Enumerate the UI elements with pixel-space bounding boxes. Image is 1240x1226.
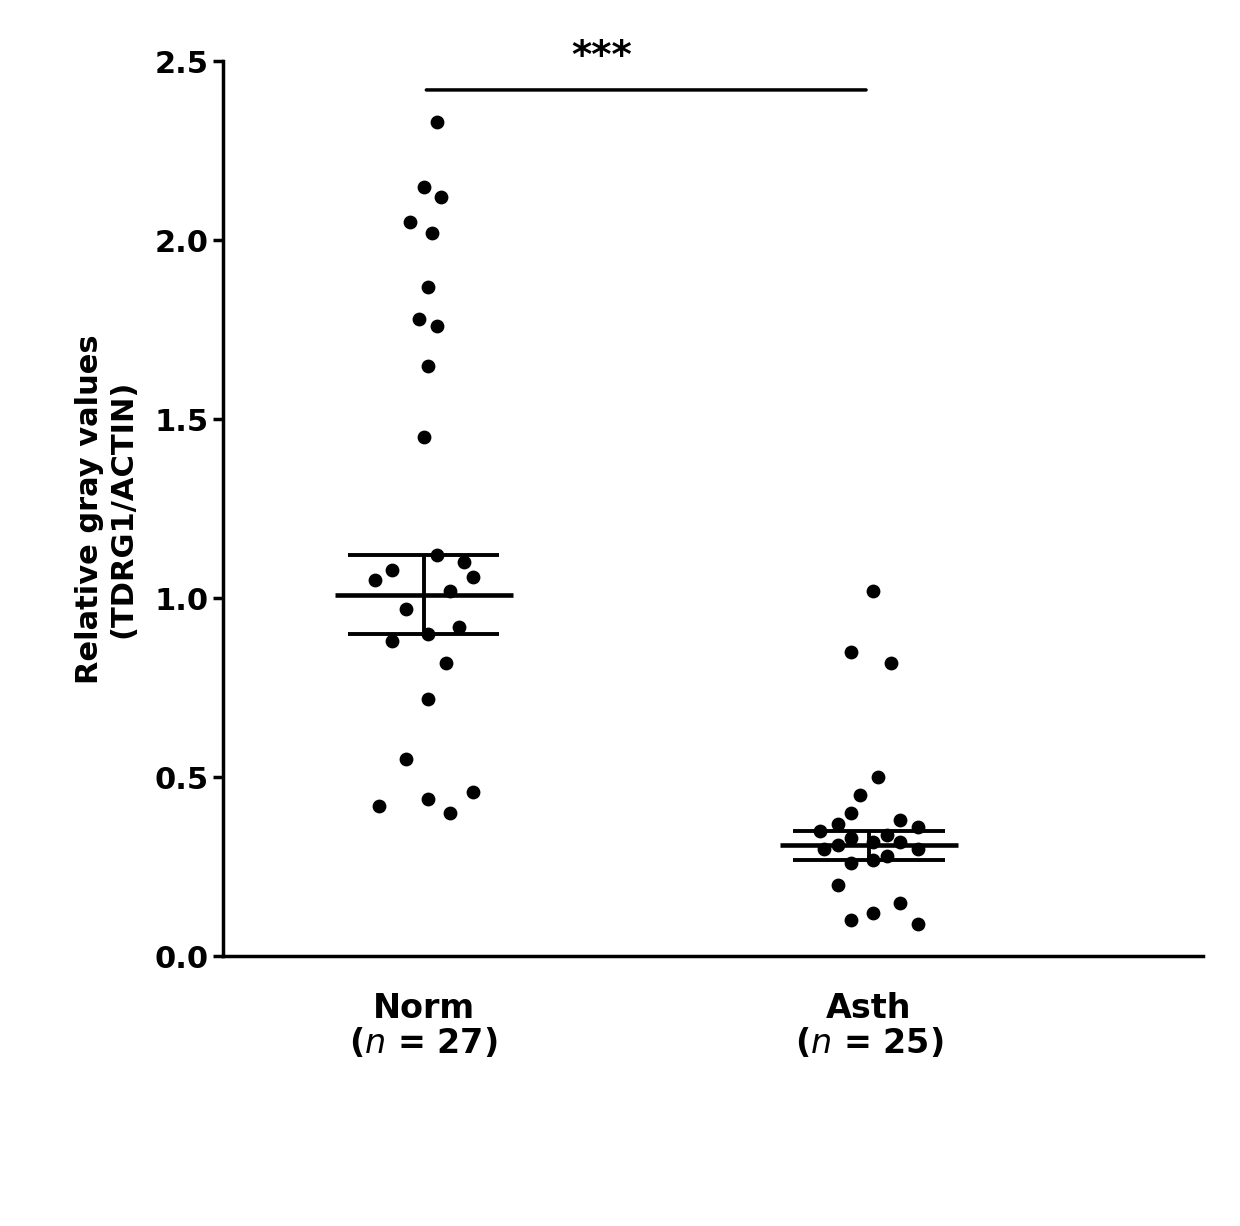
Point [841, 803, 861, 823]
Point [423, 223, 443, 243]
Point [401, 212, 420, 232]
Point [418, 277, 438, 297]
Point [427, 546, 446, 565]
Point [863, 850, 883, 869]
Point [908, 818, 928, 837]
Point [908, 839, 928, 858]
Point [828, 875, 848, 895]
Point [890, 832, 910, 852]
Point [463, 566, 482, 586]
Text: ($\mathit{n}$ = 27): ($\mathit{n}$ = 27) [350, 1026, 497, 1060]
Point [382, 631, 402, 651]
Point [396, 600, 415, 619]
Point [863, 581, 883, 601]
Text: ($\mathit{n}$ = 25): ($\mathit{n}$ = 25) [795, 1026, 944, 1060]
Point [440, 803, 460, 823]
Point [414, 428, 434, 447]
Point [449, 617, 469, 636]
Point [418, 689, 438, 709]
Point [440, 581, 460, 601]
Point [863, 832, 883, 852]
Point [414, 177, 434, 196]
Point [877, 846, 897, 866]
Point [409, 309, 429, 329]
Point [418, 356, 438, 375]
Y-axis label: Relative gray values
(TDRG1/ACTIN): Relative gray values (TDRG1/ACTIN) [76, 333, 138, 684]
Point [890, 810, 910, 830]
Text: ***: *** [572, 38, 632, 76]
Point [382, 560, 402, 580]
Point [882, 653, 901, 673]
Text: Asth: Asth [826, 992, 911, 1025]
Point [815, 839, 835, 858]
Point [841, 829, 861, 848]
Point [365, 570, 384, 590]
Point [427, 113, 446, 132]
Point [908, 915, 928, 934]
Point [418, 790, 438, 809]
Point [436, 653, 456, 673]
Point [427, 316, 446, 336]
Point [432, 188, 451, 207]
Point [454, 553, 474, 573]
Point [828, 814, 848, 834]
Point [849, 786, 869, 805]
Point [890, 893, 910, 912]
Point [863, 904, 883, 923]
Point [810, 821, 830, 841]
Point [841, 911, 861, 931]
Point [828, 835, 848, 855]
Point [841, 853, 861, 873]
Text: Norm: Norm [372, 992, 475, 1025]
Point [841, 642, 861, 662]
Point [877, 825, 897, 845]
Point [868, 767, 888, 787]
Point [418, 624, 438, 644]
Point [396, 749, 415, 769]
Point [463, 782, 482, 802]
Point [370, 796, 389, 815]
